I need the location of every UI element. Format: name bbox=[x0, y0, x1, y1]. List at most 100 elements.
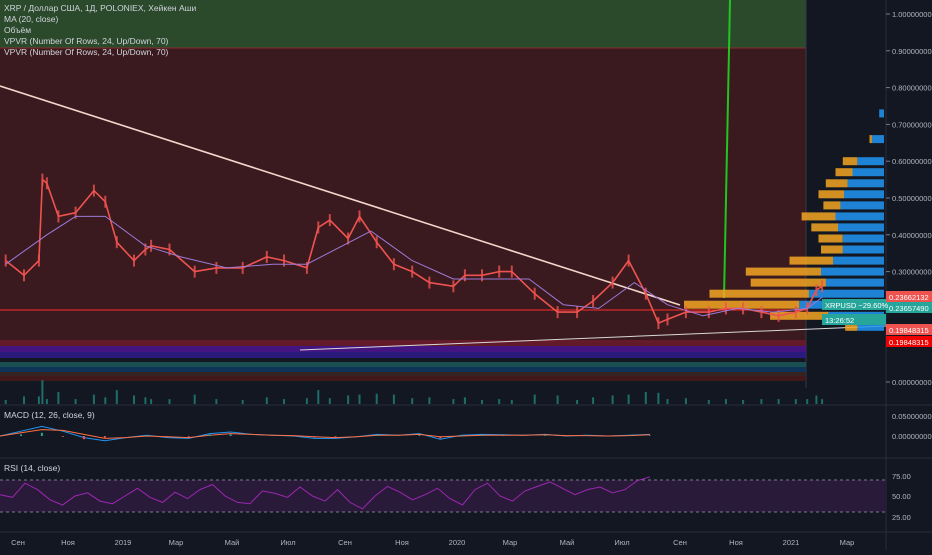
candle bbox=[57, 210, 59, 222]
red-zone bbox=[0, 48, 806, 343]
macd-histogram-bar bbox=[418, 435, 420, 436]
x-tick-label: Ноя bbox=[395, 538, 409, 547]
volume-bar bbox=[194, 395, 196, 404]
candle bbox=[317, 221, 319, 233]
vpvr-down-bar bbox=[790, 257, 834, 265]
x-tick-label: Ноя bbox=[729, 538, 743, 547]
volume-bar bbox=[215, 399, 217, 404]
x-tick-label: Ноя bbox=[61, 538, 75, 547]
x-tick-label: Июл bbox=[280, 538, 295, 547]
volume-bar bbox=[628, 395, 630, 404]
y-tick-label: 0.90000000 bbox=[892, 47, 932, 56]
vpvr-down-bar bbox=[751, 279, 826, 287]
macd-histogram-bar bbox=[83, 436, 85, 439]
candle bbox=[133, 255, 135, 267]
x-tick-label: Май bbox=[225, 538, 240, 547]
macd-legend[interactable]: MACD (12, 26, close, 9) bbox=[4, 410, 95, 420]
vpvr-down-bar bbox=[843, 157, 858, 165]
vpvr-down-bar bbox=[821, 246, 843, 254]
vpvr-down-bar bbox=[819, 190, 845, 198]
study-ma[interactable]: MA (20, close) bbox=[4, 14, 196, 25]
candle bbox=[592, 295, 594, 307]
volume-bar bbox=[534, 395, 536, 404]
price-label-text: 0.23662132 bbox=[889, 293, 929, 302]
volume-bar bbox=[557, 396, 559, 405]
vpvr-up-bar bbox=[848, 179, 884, 187]
volume-bar bbox=[685, 398, 687, 404]
vpvr-down-bar bbox=[811, 223, 838, 231]
rsi-tick-label: 75.00 bbox=[892, 472, 911, 481]
candle bbox=[428, 277, 430, 289]
candle bbox=[194, 266, 196, 278]
study-vpvr-2[interactable]: VPVR (Number Of Rows, 24, Up/Down, 70) bbox=[4, 47, 196, 58]
volume-bar bbox=[760, 399, 762, 404]
vpvr-up-bar bbox=[853, 168, 885, 176]
volume-bar bbox=[815, 396, 817, 405]
band bbox=[0, 352, 806, 358]
candle bbox=[821, 280, 823, 292]
volume-bar bbox=[576, 400, 578, 404]
candle bbox=[38, 255, 40, 267]
vpvr-up-bar bbox=[833, 257, 884, 265]
x-tick-label: Сен bbox=[673, 538, 687, 547]
candle bbox=[628, 255, 630, 267]
candle bbox=[815, 284, 817, 296]
y-tick-label: 0.40000000 bbox=[892, 231, 932, 240]
vpvr-down-bar bbox=[870, 135, 872, 143]
volume-bar bbox=[778, 399, 780, 404]
volume-bar bbox=[347, 396, 349, 405]
volume-bar bbox=[38, 396, 40, 404]
volume-bar bbox=[498, 399, 500, 404]
vpvr-down-bar bbox=[819, 235, 843, 243]
price-label-text: 0.19848315 bbox=[889, 338, 929, 347]
macd-histogram-bar bbox=[41, 433, 43, 436]
volume-bar bbox=[5, 400, 7, 404]
volume-bar bbox=[104, 397, 106, 404]
volume-bar bbox=[806, 399, 808, 404]
volume-bar bbox=[821, 399, 823, 404]
vpvr-up-bar bbox=[836, 212, 885, 220]
volume-bar bbox=[428, 397, 430, 404]
volume-bar bbox=[41, 380, 43, 404]
candle bbox=[393, 258, 395, 270]
price-label-text: 13:26:52 bbox=[825, 316, 854, 325]
candle bbox=[5, 255, 7, 267]
macd-histogram-bar bbox=[230, 434, 232, 436]
volume-bar bbox=[57, 392, 59, 404]
volume-bar bbox=[645, 392, 647, 404]
rsi-band bbox=[0, 480, 886, 512]
y-tick-label: 1.00000000 bbox=[892, 10, 932, 19]
y-tick-label: 0.70000000 bbox=[892, 120, 932, 129]
candle bbox=[708, 306, 710, 318]
candle bbox=[685, 306, 687, 318]
macd-histogram-bar bbox=[104, 436, 106, 438]
band bbox=[0, 340, 806, 346]
volume-bar bbox=[317, 390, 319, 404]
price-label-text: 0.19848315 bbox=[889, 326, 929, 335]
study-volume[interactable]: Объём bbox=[4, 25, 196, 36]
price-label-text: XRPUSD −29.60% bbox=[825, 301, 888, 310]
x-tick-label: Сен bbox=[338, 538, 352, 547]
rsi-legend[interactable]: RSI (14, close) bbox=[4, 463, 60, 473]
x-tick-label: 2019 bbox=[115, 538, 132, 547]
x-tick-label: Май bbox=[560, 538, 575, 547]
candle bbox=[266, 251, 268, 263]
band bbox=[0, 367, 806, 372]
vpvr-up-bar bbox=[843, 246, 884, 254]
band bbox=[0, 376, 806, 381]
band bbox=[0, 346, 806, 352]
vpvr-down-bar bbox=[823, 201, 840, 209]
candle bbox=[795, 306, 797, 318]
candle bbox=[511, 266, 513, 278]
volume-bar bbox=[667, 399, 669, 404]
rsi-tick-label: 25.00 bbox=[892, 513, 911, 522]
macd-histogram-bar bbox=[481, 435, 483, 436]
vpvr-up-bar bbox=[843, 235, 884, 243]
macd-histogram-bar bbox=[146, 435, 148, 436]
study-vpvr-1[interactable]: VPVR (Number Of Rows, 24, Up/Down, 70) bbox=[4, 36, 196, 47]
volume-bar bbox=[46, 399, 48, 404]
candle bbox=[452, 280, 454, 292]
x-tick-label: Сен bbox=[11, 538, 25, 547]
volume-bar bbox=[657, 393, 659, 404]
